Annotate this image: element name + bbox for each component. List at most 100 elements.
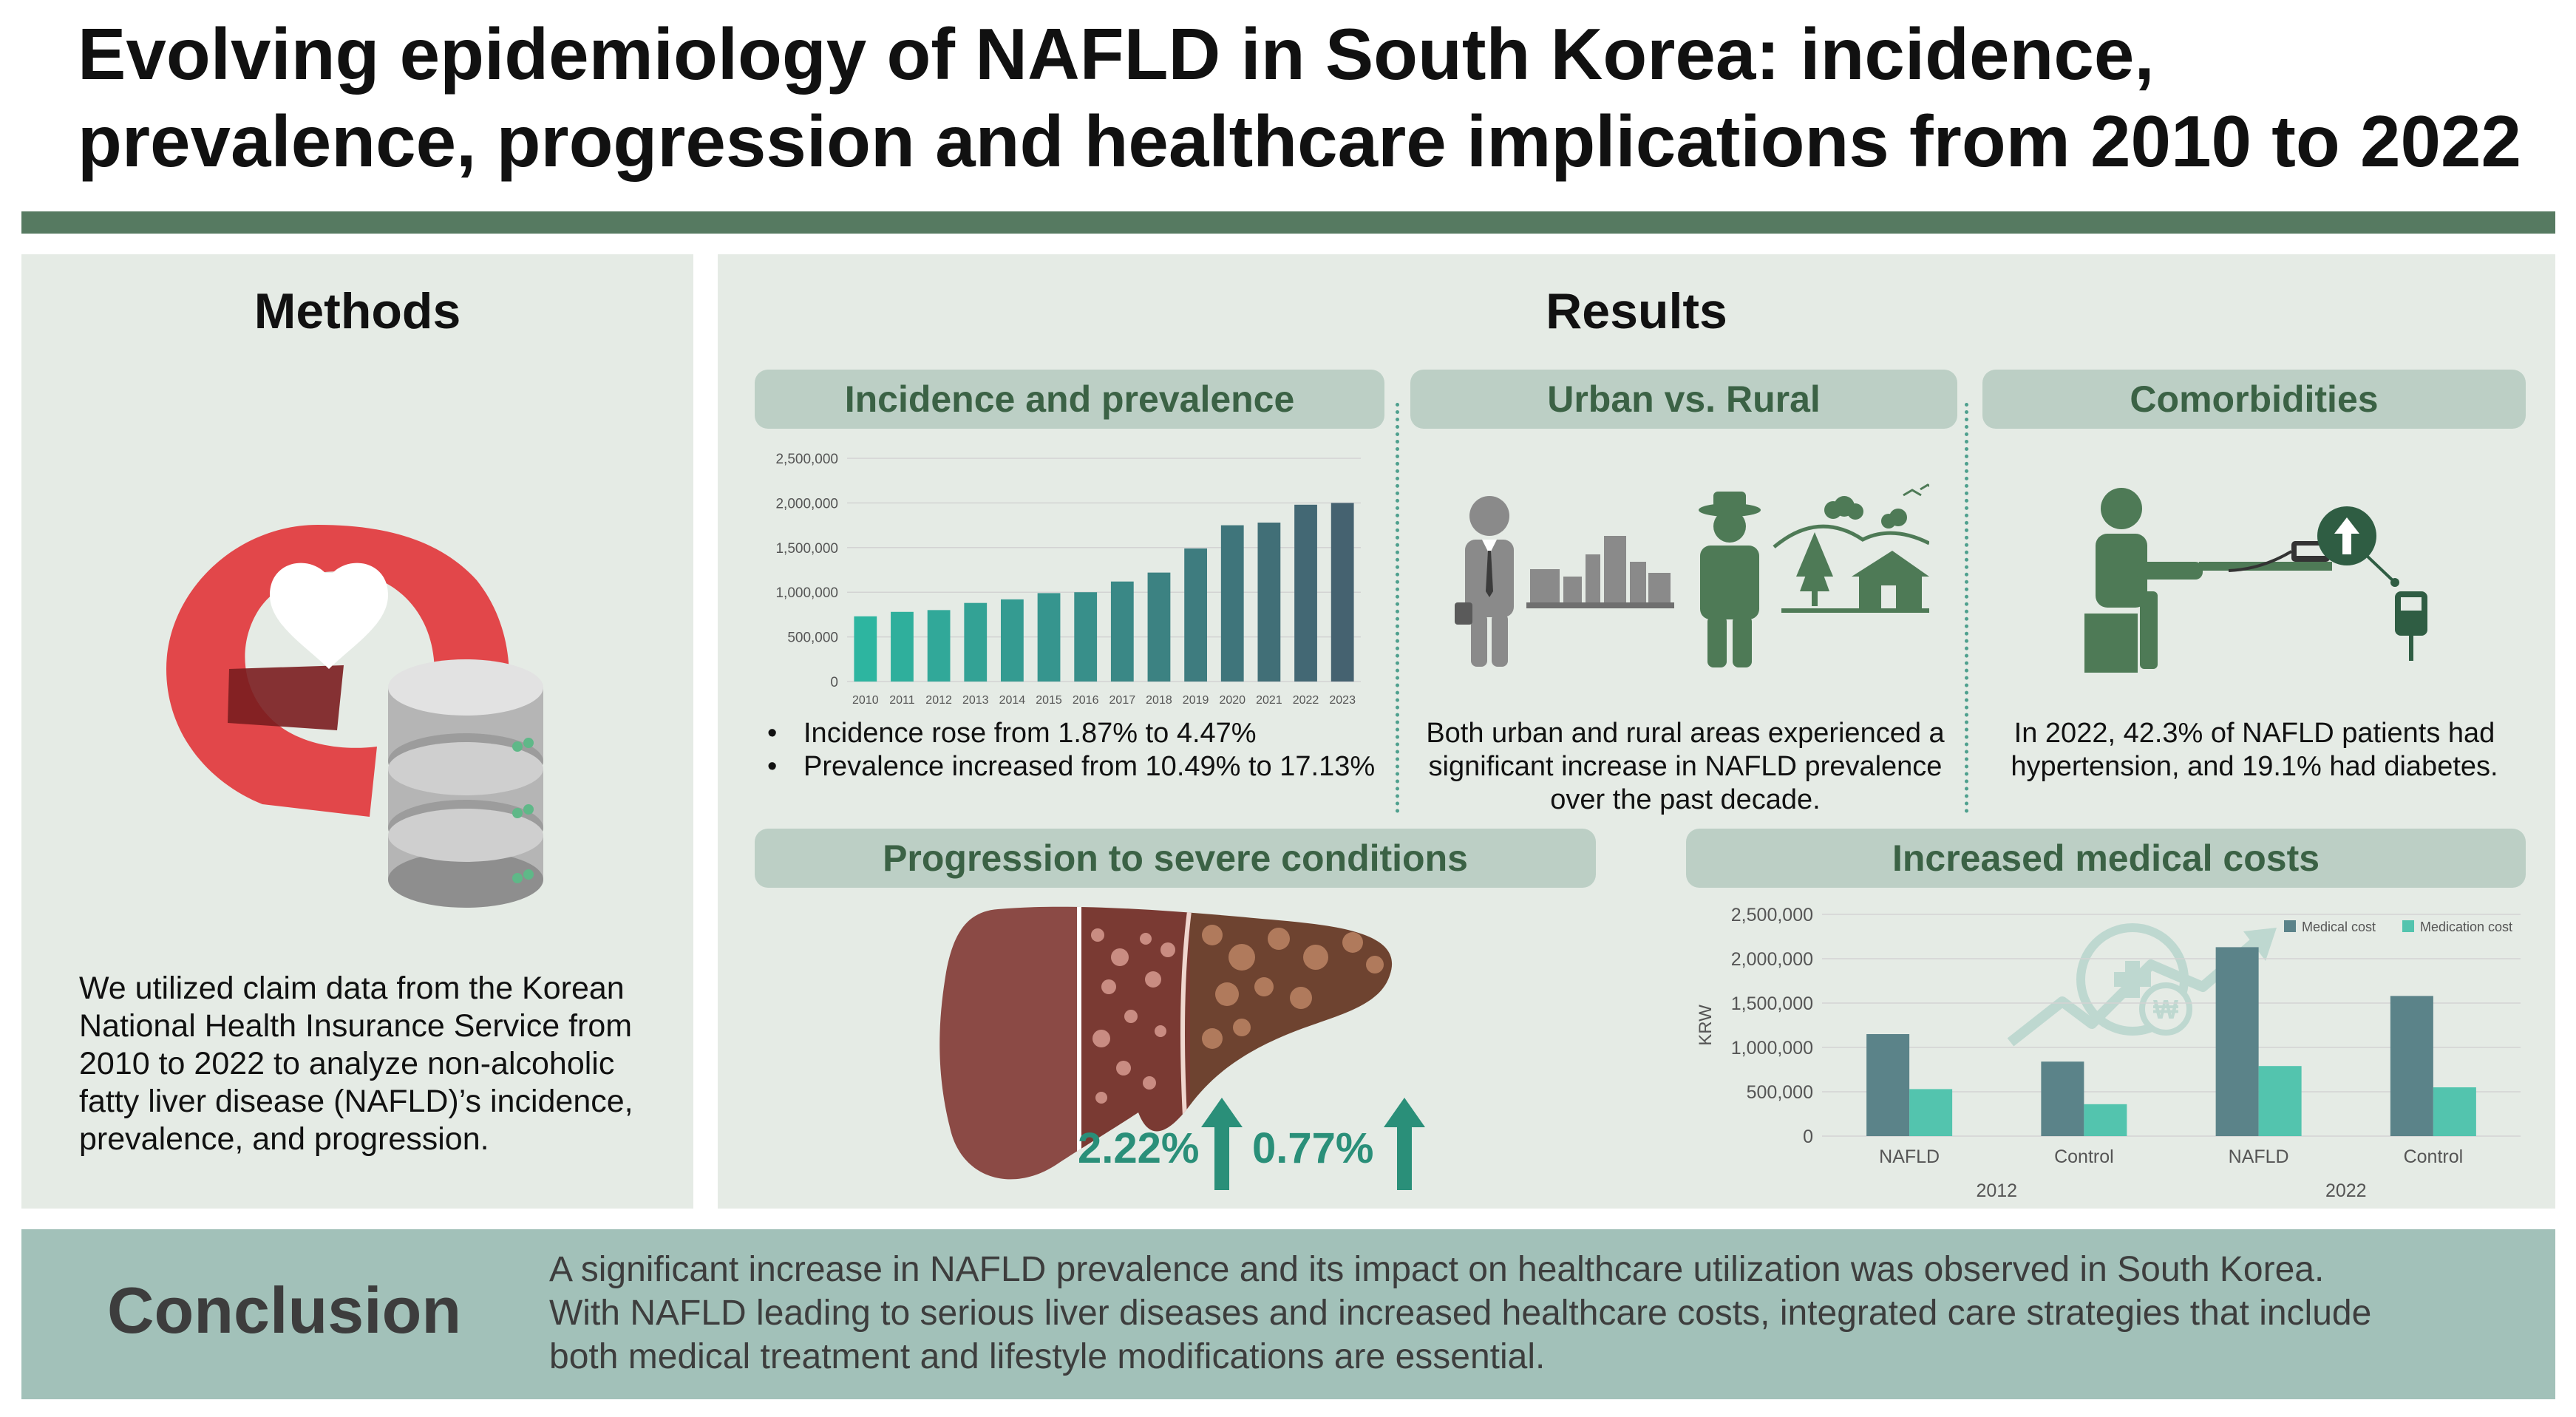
y-tick-label: 1,000,000 xyxy=(775,585,838,601)
businessman-icon xyxy=(1455,496,1514,667)
progression-rate-1: 2.22% xyxy=(1078,1124,1200,1172)
conclusion-heading: Conclusion xyxy=(107,1274,462,1347)
x-tick-label: 2012 xyxy=(925,694,952,707)
conclusion-line-2: With NAFLD leading to serious liver dise… xyxy=(549,1294,2372,1333)
x-tick-label: 2021 xyxy=(1256,694,1282,707)
incidence-prevalence-chart: 0 500,000 1,000,000 1,500,000 2,000,000 2,500… xyxy=(775,452,1361,707)
blood-pressure-patient-icon xyxy=(2084,488,2332,673)
urban-rural-description: Both urban and rural areas experienced a… xyxy=(1426,718,1945,815)
page-title: Evolving epidemiology of NAFLD in South … xyxy=(78,10,2522,185)
healthcare-cost-growth-icon: ₩ xyxy=(2007,923,2277,1047)
legend-label: Medical cost xyxy=(2302,920,2376,934)
x-tick-label: 2015 xyxy=(1036,694,1062,707)
y-tick-label: 500,000 xyxy=(787,631,838,646)
x-tick-label: 2016 xyxy=(1073,694,1099,707)
bar xyxy=(2041,1061,2084,1136)
rural-house-icon xyxy=(1773,483,1929,613)
y-tick-label: 2,500,000 xyxy=(1731,905,1813,925)
progression-heading: Progression to severe conditions xyxy=(755,829,1596,888)
y-tick-label: 2,000,000 xyxy=(775,496,838,512)
bar xyxy=(1184,548,1207,682)
x-tick-label: 2017 xyxy=(1109,694,1136,707)
y-tick-label: 0 xyxy=(830,675,838,690)
y-tick-label: 0 xyxy=(1803,1127,1813,1147)
column-divider xyxy=(1396,403,1399,813)
y-tick-label: 1,500,000 xyxy=(1731,993,1813,1014)
methods-illustration xyxy=(166,525,543,908)
bar xyxy=(1257,522,1281,682)
city-skyline-icon xyxy=(1526,536,1674,608)
x-tick-label: Control xyxy=(2404,1146,2464,1167)
bar xyxy=(1294,504,1317,682)
legend-swatch xyxy=(2284,920,2296,932)
bar xyxy=(1147,572,1171,682)
legend-swatch xyxy=(2402,920,2414,932)
comorbidities-illustration xyxy=(2084,488,2427,673)
legend-label: Medication cost xyxy=(2420,920,2512,934)
conclusion-line-1: A significant increase in NAFLD prevalen… xyxy=(549,1250,2325,1289)
bar xyxy=(1037,593,1061,682)
urban-rural-illustration xyxy=(1455,483,1929,667)
bar xyxy=(2215,947,2259,1136)
bar xyxy=(854,616,877,682)
column-divider xyxy=(1965,403,1968,813)
liver-progression-icon xyxy=(939,906,1393,1180)
y-tick-label: 2,000,000 xyxy=(1731,949,1813,970)
bar xyxy=(891,611,914,682)
medical-costs-chart: ₩0 500,000 1,000,000 1,500,000 2,000,000 2,50… xyxy=(1696,905,2521,1201)
bar xyxy=(1001,599,1024,682)
bar xyxy=(1110,581,1134,682)
bar xyxy=(927,610,951,682)
x-tick-label: Control xyxy=(2054,1146,2114,1167)
bar xyxy=(1331,503,1354,682)
y-tick-label: 1,000,000 xyxy=(1731,1038,1813,1058)
x-tick-label: NAFLD xyxy=(2229,1146,2289,1167)
medical-costs-heading: Increased medical costs xyxy=(1686,829,2526,888)
x-tick-label: 2022 xyxy=(1293,694,1319,707)
progression-rate-2: 0.77% xyxy=(1252,1124,1374,1172)
comorbidities-description: In 2022, 42.3% of NAFLD patients had hyp… xyxy=(2011,718,2498,782)
y-tick-label: 2,500,000 xyxy=(775,452,838,467)
x-tick-label: 2014 xyxy=(999,694,1026,707)
methods-heading: Methods xyxy=(254,283,461,339)
results-heading: Results xyxy=(1546,283,1727,339)
nhis-logo-icon xyxy=(166,525,509,817)
svg-text:₩: ₩ xyxy=(2153,994,2178,1024)
comorbidities-heading: Comorbidities xyxy=(1982,370,2526,429)
title-divider-bar xyxy=(21,211,2555,234)
y-tick-label: 500,000 xyxy=(1747,1082,1813,1103)
bar xyxy=(2433,1087,2476,1136)
x-tick-label: 2020 xyxy=(1219,694,1245,707)
conclusion-box xyxy=(21,1229,2555,1399)
bar xyxy=(1909,1089,1953,1136)
arrow-up-icon xyxy=(1384,1098,1425,1190)
database-icon xyxy=(388,659,543,908)
bar xyxy=(1220,525,1244,682)
prevalence-bullet: Prevalence increased from 10.49% to 17.1… xyxy=(761,750,1397,784)
farmer-icon xyxy=(1699,492,1761,667)
urban-rural-heading: Urban vs. Rural xyxy=(1410,370,1957,429)
conclusion-text: A significant increase in NAFLD prevalen… xyxy=(549,1248,2545,1379)
conclusion-line-3: both medical treatment and lifestyle mod… xyxy=(549,1337,1546,1376)
group-label: 2022 xyxy=(2325,1180,2367,1201)
methods-description: We utilized claim data from the Korean N… xyxy=(79,971,633,1157)
x-tick-label: 2019 xyxy=(1183,694,1209,707)
bar xyxy=(964,602,988,682)
bar xyxy=(2390,996,2433,1136)
x-tick-label: 2018 xyxy=(1146,694,1172,707)
incidence-bullets: Incidence rose from 1.87% to 4.47% Preva… xyxy=(761,717,1397,784)
x-tick-label: 2013 xyxy=(962,694,989,707)
arrow-up-icon xyxy=(1201,1098,1243,1190)
x-tick-label: 2023 xyxy=(1329,694,1356,707)
bar xyxy=(2258,1066,2302,1136)
bar xyxy=(1866,1034,1910,1136)
bar xyxy=(1074,592,1098,682)
y-tick-label: 1,500,000 xyxy=(775,541,838,557)
incidence-heading: Incidence and prevalence xyxy=(755,370,1384,429)
x-tick-label: 2011 xyxy=(889,694,915,707)
glucose-meter-icon xyxy=(2317,506,2427,661)
bar xyxy=(2084,1104,2127,1136)
group-label: 2012 xyxy=(1976,1180,2017,1201)
y-axis-label: KRW xyxy=(1696,1005,1716,1046)
title-line-2: prevalence, progression and healthcare i… xyxy=(78,101,2522,182)
